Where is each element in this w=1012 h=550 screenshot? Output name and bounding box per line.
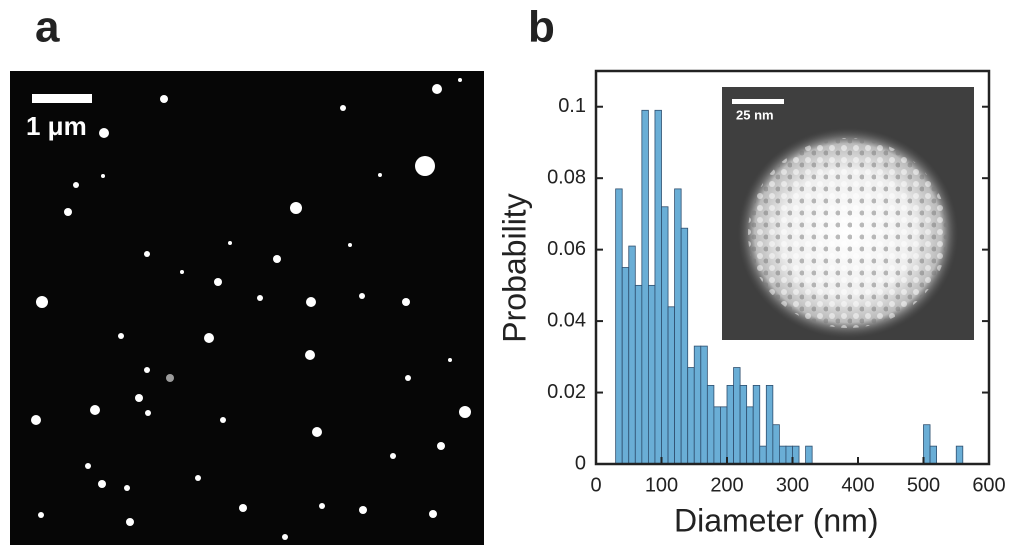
inset-image: 25 nm (722, 87, 974, 340)
y-tick-label: 0.02 (547, 381, 586, 403)
bar (700, 345, 708, 465)
y-tick-label: 0.06 (547, 238, 586, 260)
bar (667, 306, 675, 465)
x-tick-label: 200 (710, 474, 743, 496)
bar (628, 245, 636, 465)
bar (759, 445, 767, 465)
bar (674, 188, 682, 465)
bar (713, 406, 721, 465)
bar (648, 284, 656, 465)
bar (720, 406, 728, 465)
bar (805, 445, 813, 465)
panel-label: b (528, 3, 555, 52)
x-tick-label: 300 (776, 474, 809, 496)
panel-label: a (35, 3, 60, 52)
micrograph: 1 μm (10, 71, 484, 545)
bar (661, 206, 669, 465)
x-axis-label: Diameter (nm) (674, 502, 878, 538)
bar (929, 445, 937, 465)
y-axis-label: Probability (496, 193, 532, 342)
bar (687, 367, 695, 465)
x-tick-label: 500 (907, 474, 940, 496)
scale-bar-label: 1 μm (26, 111, 87, 141)
bar (634, 284, 643, 465)
y-tick-label: 0.08 (547, 166, 586, 188)
bar (779, 445, 787, 465)
bar (621, 267, 630, 465)
bar (641, 109, 649, 465)
bar (615, 188, 623, 465)
bar (680, 227, 689, 465)
y-tick-label: 0 (575, 452, 586, 474)
bar (752, 384, 761, 465)
y-tick-label: 0.04 (547, 309, 586, 331)
y-tick-label: 0.1 (558, 95, 586, 117)
bar (746, 406, 754, 465)
bar (765, 384, 774, 465)
bar (739, 384, 748, 465)
x-tick-label: 600 (972, 474, 1005, 496)
inset-scale-bar-label: 25 nm (736, 107, 774, 122)
bar (654, 109, 662, 465)
bar (955, 445, 964, 465)
bar (693, 345, 702, 465)
bar (733, 367, 741, 465)
x-tick-label: 100 (645, 474, 678, 496)
bar (706, 384, 715, 465)
bar (772, 424, 780, 465)
bar (726, 384, 734, 465)
x-tick-label: 400 (841, 474, 874, 496)
x-tick-label: 0 (590, 474, 601, 496)
